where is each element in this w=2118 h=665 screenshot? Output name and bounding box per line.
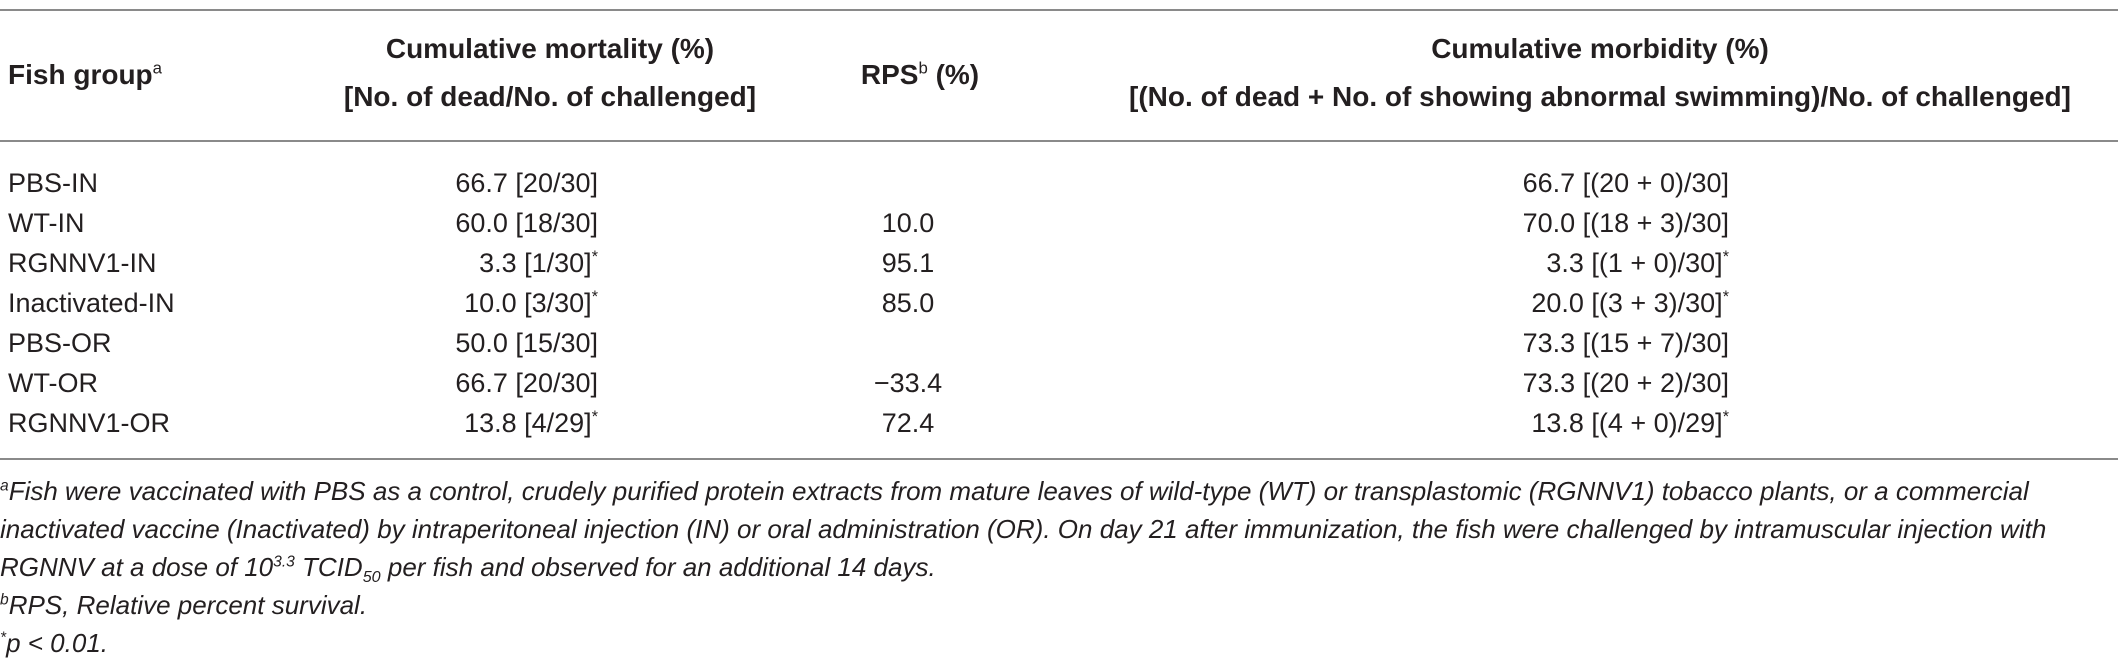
- significance-marker: *: [1722, 248, 1729, 266]
- mortality-value: 10.0 [3/30]: [464, 288, 592, 318]
- header-morbidity-line1: Cumulative morbidity (%): [1431, 33, 1769, 64]
- cell-rps: 85.0: [881, 288, 935, 318]
- significance-marker: *: [591, 288, 598, 306]
- mortality-value: 3.3 [1/30]: [479, 248, 592, 278]
- significance-marker: *: [1722, 408, 1729, 426]
- header-mortality-line1: Cumulative mortality (%): [385, 33, 715, 64]
- cell-mortality: 13.8 [4/29]*: [300, 403, 598, 443]
- table-row: Inactivated-IN 10.0 [3/30]* 85.0 20.0 [(…: [0, 283, 2118, 323]
- cell-fish-group: WT-OR: [8, 368, 98, 398]
- mortality-value: 13.8 [4/29]: [464, 408, 592, 438]
- header-rps-unit: (%): [927, 59, 980, 90]
- footnote-marker-a: a: [152, 58, 162, 78]
- cell-rps: 10.0: [881, 208, 935, 238]
- footnote-star-text: p < 0.01.: [6, 628, 108, 658]
- mortality-value: 50.0 [15/30]: [455, 328, 598, 358]
- tcid-label: TCID: [294, 552, 363, 582]
- cell-fish-group: PBS-OR: [8, 328, 112, 358]
- cell-morbidity: 70.0 [(18 + 3)/30]: [1300, 203, 1729, 243]
- cell-morbidity: 13.8 [(4 + 0)/29]*: [1300, 403, 1729, 443]
- mortality-value: 66.7 [20/30]: [455, 168, 598, 198]
- table-row: PBS-OR 50.0 [15/30] 73.3 [(15 + 7)/30]: [0, 323, 2118, 363]
- footnote-a-text3: per fish and observed for an additional …: [380, 552, 936, 582]
- header-morbidity-line2: [(No. of dead + No. of showing abnormal …: [1129, 81, 2071, 112]
- footnote-a-marker: a: [0, 477, 9, 495]
- cell-mortality: 66.7 [20/30]: [300, 363, 598, 403]
- cell-fish-group: RGNNV1-OR: [8, 408, 171, 438]
- footnote-a-dose-text: RGNNV at a dose of 10: [0, 552, 274, 582]
- header-cumulative-mortality: Cumulative mortality (%) [No. of dead/No…: [290, 30, 810, 116]
- footnote-b-text: RPS, Relative percent survival.: [8, 590, 368, 620]
- footnote-b-marker: b: [0, 591, 9, 609]
- footnote-a-line1: aFish were vaccinated with PBS as a cont…: [0, 472, 2110, 510]
- footnote-b: bRPS, Relative percent survival.: [0, 586, 2110, 624]
- cell-fish-group: PBS-IN: [8, 168, 99, 198]
- footnote-a-line3: RGNNV at a dose of 103.3 TCID50 per fish…: [0, 548, 2110, 586]
- top-rule: [0, 9, 2118, 11]
- footnote-significance: *p < 0.01.: [0, 624, 2110, 662]
- cell-mortality: 60.0 [18/30]: [300, 203, 598, 243]
- cell-morbidity: 3.3 [(1 + 0)/30]*: [1300, 243, 1729, 283]
- significance-marker: *: [1722, 288, 1729, 306]
- footnotes: aFish were vaccinated with PBS as a cont…: [0, 472, 2110, 662]
- morbidity-value: 73.3 [(20 + 2)/30]: [1522, 368, 1729, 398]
- header-mortality-line2: [No. of dead/No. of challenged]: [343, 81, 757, 112]
- cell-rps: 72.4: [881, 408, 935, 438]
- morbidity-value: 20.0 [(3 + 3)/30]: [1531, 288, 1723, 318]
- cell-morbidity: 66.7 [(20 + 0)/30]: [1300, 163, 1729, 203]
- cell-mortality: 3.3 [1/30]*: [300, 243, 598, 283]
- significance-marker: *: [591, 408, 598, 426]
- header-fish-group-label: Fish group: [8, 59, 153, 90]
- cell-morbidity: 20.0 [(3 + 3)/30]*: [1300, 283, 1729, 323]
- cell-rps: −33.4: [873, 368, 943, 398]
- header-fish-group: Fish groupa: [8, 56, 162, 94]
- cell-mortality: 50.0 [15/30]: [300, 323, 598, 363]
- morbidity-value: 3.3 [(1 + 0)/30]: [1546, 248, 1723, 278]
- header-cumulative-morbidity: Cumulative morbidity (%) [(No. of dead +…: [1090, 30, 2110, 116]
- tcid-subscript: 50: [362, 568, 381, 587]
- table-row: RGNNV1-OR 13.8 [4/29]* 72.4 13.8 [(4 + 0…: [0, 403, 2118, 443]
- morbidity-value: 66.7 [(20 + 0)/30]: [1522, 168, 1729, 198]
- header-rps: RPSb (%): [820, 56, 1020, 94]
- cell-morbidity: 73.3 [(15 + 7)/30]: [1300, 323, 1729, 363]
- table-row: WT-IN 60.0 [18/30] 10.0 70.0 [(18 + 3)/3…: [0, 203, 2118, 243]
- morbidity-value: 70.0 [(18 + 3)/30]: [1522, 208, 1729, 238]
- table-row: PBS-IN 66.7 [20/30] 66.7 [(20 + 0)/30]: [0, 163, 2118, 203]
- footnote-a-line2: inactivated vaccine (Inactivated) by int…: [0, 514, 2047, 544]
- morbidity-value: 73.3 [(15 + 7)/30]: [1522, 328, 1729, 358]
- cell-mortality: 10.0 [3/30]*: [300, 283, 598, 323]
- header-rule: [0, 140, 2118, 142]
- cell-rps: 95.1: [881, 248, 935, 278]
- mortality-value: 60.0 [18/30]: [455, 208, 598, 238]
- dose-exponent: 3.3: [273, 553, 295, 571]
- cell-fish-group: RGNNV1-IN: [8, 248, 157, 278]
- bottom-rule: [0, 458, 2118, 460]
- morbidity-value: 13.8 [(4 + 0)/29]: [1531, 408, 1723, 438]
- table-row: RGNNV1-IN 3.3 [1/30]* 95.1 3.3 [(1 + 0)/…: [0, 243, 2118, 283]
- cell-fish-group: Inactivated-IN: [8, 288, 175, 318]
- footnote-marker-b: b: [918, 58, 928, 78]
- table-row: WT-OR 66.7 [20/30] −33.4 73.3 [(20 + 2)/…: [0, 363, 2118, 403]
- mortality-value: 66.7 [20/30]: [455, 368, 598, 398]
- cell-morbidity: 73.3 [(20 + 2)/30]: [1300, 363, 1729, 403]
- cell-fish-group: WT-IN: [8, 208, 85, 238]
- header-rps-label: RPS: [860, 59, 919, 90]
- footnote-a-text1: Fish were vaccinated with PBS as a contr…: [8, 476, 2029, 506]
- cell-mortality: 66.7 [20/30]: [300, 163, 598, 203]
- table-body: PBS-IN 66.7 [20/30] 66.7 [(20 + 0)/30] W…: [0, 163, 2118, 443]
- footnote-star-marker: *: [0, 629, 7, 647]
- significance-marker: *: [591, 248, 598, 266]
